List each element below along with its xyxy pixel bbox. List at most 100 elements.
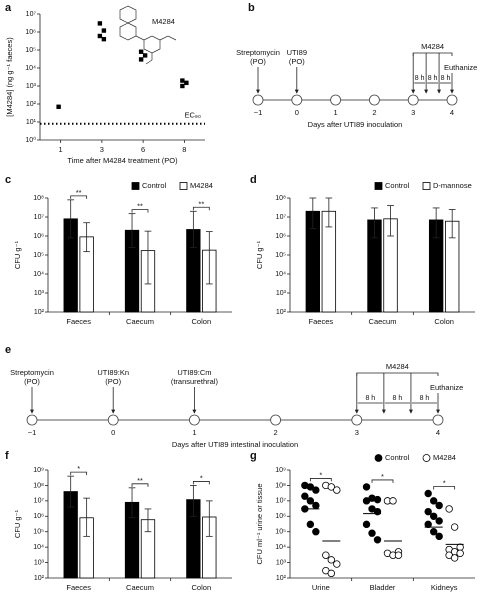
event-label: (PO)	[289, 57, 305, 66]
x-tick-label: Faeces	[66, 583, 91, 592]
data-point	[450, 523, 459, 531]
x-tick-label: Caecum	[126, 583, 154, 592]
significance-bracket	[70, 195, 88, 199]
legend-label: Control	[385, 181, 410, 190]
timeline-tick-label: 4	[450, 108, 454, 117]
timeline-tick-label: −1	[28, 428, 37, 437]
data-point	[312, 501, 320, 510]
x-tick-label: 6	[141, 145, 145, 154]
timeline-tick-label: 0	[295, 108, 299, 117]
significance-bracket	[131, 209, 149, 213]
data-point	[312, 528, 320, 536]
x-axis-label: Time after M4284 treatment (PO)	[67, 156, 178, 165]
significance-bracket	[70, 471, 88, 476]
significance-label: *	[200, 473, 203, 482]
y-tick-label: 10²	[34, 309, 45, 316]
y-tick-label: 10²	[26, 101, 37, 108]
significance-label: **	[198, 199, 204, 208]
y-tick-label: 10⁶	[275, 233, 286, 240]
y-axis-label: [M4284] (ng g⁻¹ faeces)	[5, 37, 14, 117]
y-tick-label: 10⁸	[33, 195, 44, 202]
y-tick-label: 10⁵	[33, 252, 44, 259]
y-tick-label: 10⁷	[34, 498, 45, 505]
interval-label: 8 h	[365, 395, 375, 402]
data-point	[362, 520, 371, 529]
y-tick-label: 10³	[276, 290, 287, 297]
y-tick-label: 10⁶	[33, 513, 44, 520]
significance-label: **	[137, 476, 143, 485]
panel-letter: g	[250, 450, 257, 462]
x-tick-label: Bladder	[370, 583, 396, 592]
timeline-tick-label: 2	[372, 108, 376, 117]
panel-letter: d	[250, 174, 257, 186]
data-point	[429, 497, 438, 505]
data-point	[373, 495, 382, 504]
event-label: UTI89:Cm	[177, 368, 211, 377]
y-axis-label: CFU g⁻¹	[255, 240, 264, 269]
y-tick-label: 10³	[26, 83, 37, 90]
data-point	[424, 520, 432, 529]
timepoint	[351, 414, 363, 426]
data-point	[368, 529, 376, 537]
y-tick-label: 10⁴	[33, 544, 44, 551]
data-point	[424, 507, 432, 516]
legend-label: D-mannose	[433, 181, 472, 190]
timeline-tick-label: 4	[436, 428, 440, 437]
data-point	[306, 497, 315, 505]
significance-bracket	[433, 486, 456, 490]
timeline-axis-label: Days after UTI89 inoculation	[308, 120, 403, 129]
legend-swatch	[422, 182, 431, 190]
data-point	[180, 83, 185, 89]
data-point	[445, 505, 453, 513]
y-tick-label: 10²	[34, 575, 45, 582]
y-tick-label: 10⁴	[33, 271, 44, 278]
timeline-tick-label: 1	[192, 428, 196, 437]
timepoint	[188, 414, 200, 426]
x-tick-label: Faeces	[66, 317, 91, 326]
data-point	[138, 49, 144, 54]
y-tick-label: 10³	[34, 290, 45, 297]
data-point	[301, 492, 309, 500]
data-point	[184, 80, 189, 86]
timeline-tick-label: 2	[274, 428, 278, 437]
y-axis-label: CFU g⁻¹	[13, 509, 22, 538]
data-point	[389, 497, 397, 505]
x-tick-label: 3	[100, 145, 104, 154]
event-label: (transurethral)	[171, 377, 219, 386]
legend-swatch	[422, 454, 431, 462]
x-tick-label: Caecum	[126, 317, 154, 326]
annotation: M4284	[152, 17, 175, 26]
legend-swatch	[179, 182, 188, 190]
legend-swatch	[374, 454, 383, 462]
data-point	[138, 57, 144, 62]
timepoint	[368, 94, 380, 106]
data-point	[394, 551, 403, 559]
timeline-tick-label: 1	[334, 108, 338, 117]
x-tick-label: Urine	[312, 583, 330, 592]
significance-label: **	[137, 202, 143, 211]
y-tick-label: 10⁶	[33, 233, 44, 240]
panel-letter: e	[5, 344, 11, 356]
y-axis-label: CFU ml⁻¹ urine or tissue	[255, 483, 264, 564]
timeline-axis-label: Days after UTI89 intestinal inoculation	[172, 440, 298, 449]
legend-label: M4284	[433, 453, 456, 462]
chemical-structure	[119, 5, 177, 65]
data-point	[97, 33, 103, 39]
data-point	[362, 497, 371, 505]
treatment-bracket	[412, 52, 453, 56]
data-point	[97, 21, 103, 26]
y-tick-label: 10⁷	[276, 498, 287, 505]
data-point	[435, 532, 443, 541]
y-tick-label: 10⁵	[33, 529, 44, 536]
y-tick-label: 10⁵	[25, 47, 36, 54]
data-point	[312, 486, 320, 494]
event-label: (PO)	[250, 57, 266, 66]
x-tick-label: Colon	[434, 317, 454, 326]
reference-label: EC₉₀	[184, 111, 201, 120]
data-point	[327, 569, 336, 578]
timeline-tick-label: 3	[411, 108, 415, 117]
data-point	[435, 517, 443, 525]
y-tick-label: 10²	[276, 309, 287, 316]
y-tick-label: 10⁹	[33, 467, 44, 474]
data-point	[327, 556, 336, 564]
